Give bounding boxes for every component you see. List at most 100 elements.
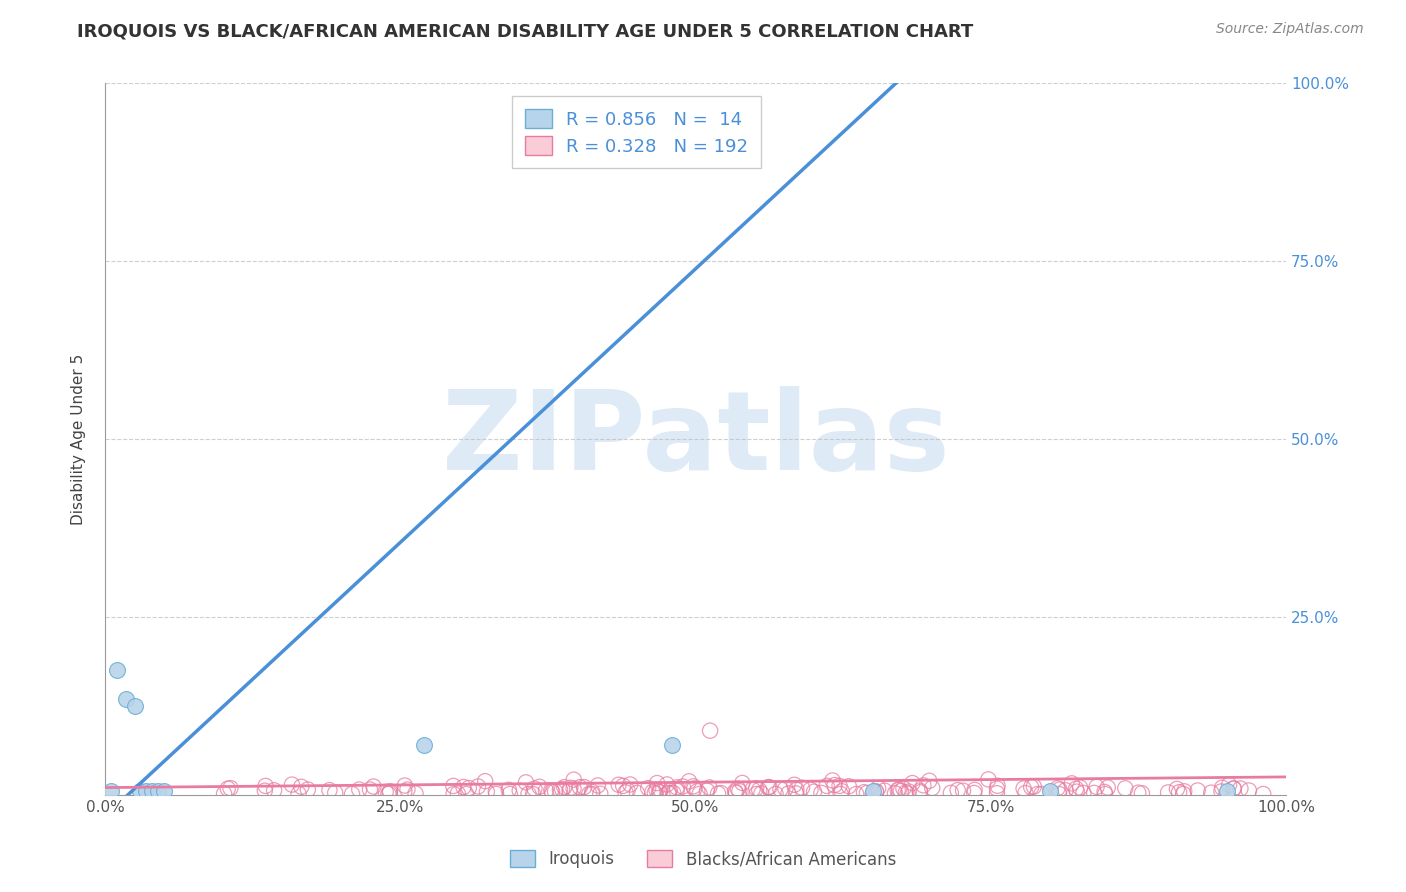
Point xyxy=(831,784,853,798)
Point xyxy=(893,781,915,796)
Point xyxy=(515,775,537,789)
Point xyxy=(1047,787,1070,801)
Point xyxy=(686,784,709,798)
Point xyxy=(765,787,787,801)
Point xyxy=(551,782,574,797)
Point xyxy=(540,783,562,797)
Text: IROQUOIS VS BLACK/AFRICAN AMERICAN DISABILITY AGE UNDER 5 CORRELATION CHART: IROQUOIS VS BLACK/AFRICAN AMERICAN DISAB… xyxy=(77,22,973,40)
Point xyxy=(1128,786,1150,800)
Point xyxy=(728,784,751,798)
Point xyxy=(568,780,591,795)
Point xyxy=(544,784,567,798)
Point xyxy=(581,785,603,799)
Point xyxy=(731,776,754,790)
Point xyxy=(129,784,152,798)
Point xyxy=(349,782,371,797)
Point xyxy=(658,783,681,797)
Point xyxy=(918,773,941,788)
Point xyxy=(1064,781,1087,796)
Point xyxy=(1211,780,1233,795)
Point xyxy=(658,786,681,800)
Point xyxy=(828,779,851,793)
Point xyxy=(517,787,540,801)
Point xyxy=(699,723,721,738)
Point xyxy=(865,784,887,798)
Point xyxy=(1173,787,1195,801)
Point xyxy=(1187,783,1209,797)
Point xyxy=(374,785,396,799)
Point xyxy=(672,780,695,794)
Point xyxy=(868,781,890,796)
Point xyxy=(1094,787,1116,801)
Y-axis label: Disability Age Under 5: Disability Age Under 5 xyxy=(72,353,86,524)
Point xyxy=(912,778,935,792)
Point xyxy=(665,780,688,795)
Point xyxy=(650,782,672,797)
Point xyxy=(1166,781,1188,796)
Point xyxy=(135,784,157,798)
Point xyxy=(124,698,146,713)
Point xyxy=(678,774,700,789)
Point xyxy=(612,779,634,793)
Point xyxy=(897,784,920,798)
Point xyxy=(1022,780,1045,794)
Point xyxy=(1251,787,1274,801)
Point xyxy=(707,787,730,801)
Point xyxy=(785,786,807,800)
Point xyxy=(1054,783,1077,797)
Point xyxy=(946,783,969,797)
Point xyxy=(254,779,277,793)
Point xyxy=(1039,784,1062,798)
Point xyxy=(581,787,603,801)
Point xyxy=(783,778,806,792)
Point xyxy=(1031,787,1053,801)
Point xyxy=(986,779,1008,793)
Point xyxy=(986,786,1008,800)
Point xyxy=(758,780,780,794)
Point xyxy=(562,772,585,787)
Point xyxy=(560,780,582,795)
Point xyxy=(485,784,508,798)
Point xyxy=(856,786,879,800)
Point xyxy=(1066,785,1088,799)
Point xyxy=(886,783,908,797)
Point xyxy=(1014,786,1036,800)
Point xyxy=(541,785,564,799)
Point xyxy=(1216,784,1239,798)
Point xyxy=(745,787,768,801)
Point xyxy=(785,783,807,797)
Point xyxy=(363,780,385,794)
Point xyxy=(534,783,557,797)
Point xyxy=(977,772,1000,787)
Point xyxy=(281,778,304,792)
Point xyxy=(586,779,609,793)
Point xyxy=(986,781,1008,796)
Point xyxy=(475,785,498,799)
Point xyxy=(1199,786,1222,800)
Point xyxy=(340,787,363,801)
Point xyxy=(457,780,479,795)
Point xyxy=(1237,783,1260,797)
Point xyxy=(443,787,465,801)
Point xyxy=(523,781,546,796)
Point xyxy=(578,787,600,801)
Point xyxy=(447,787,470,801)
Point xyxy=(562,781,585,796)
Point xyxy=(727,781,749,796)
Point xyxy=(219,781,242,796)
Point xyxy=(889,782,911,797)
Point xyxy=(1130,786,1153,800)
Point xyxy=(661,738,683,752)
Point xyxy=(682,780,704,794)
Point xyxy=(1114,781,1136,796)
Point xyxy=(105,663,128,677)
Point xyxy=(359,782,381,797)
Point xyxy=(952,783,974,797)
Point xyxy=(873,783,896,797)
Point xyxy=(824,778,846,792)
Point xyxy=(748,783,770,797)
Point xyxy=(741,782,763,797)
Point xyxy=(378,784,401,798)
Point xyxy=(153,784,176,798)
Point xyxy=(724,784,747,798)
